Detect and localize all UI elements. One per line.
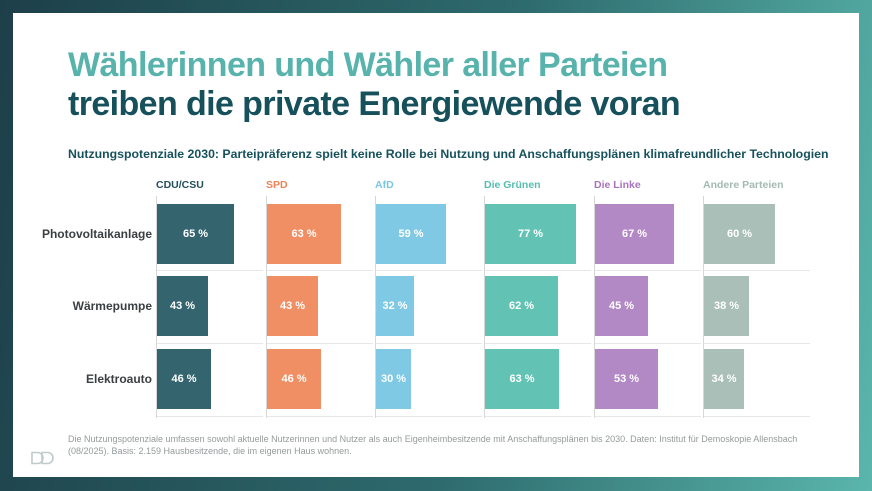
- bar-die-gr-nen-1: 77 %: [485, 204, 576, 264]
- row-label-1: Photovoltaikanlage: [41, 227, 152, 241]
- source-footnote: Die Nutzungspotenziale umfassen sowohl a…: [68, 434, 798, 456]
- bar-value-label: 62 %: [508, 300, 535, 312]
- row-separator: [704, 270, 810, 271]
- column-baseline: [375, 196, 376, 418]
- dd-logo: [29, 450, 56, 472]
- bar-andere-parteien-1: 60 %: [704, 204, 775, 264]
- row-separator: [595, 270, 701, 271]
- bar-die-linke-2: 45 %: [595, 276, 648, 336]
- dd-logo-icon: [31, 451, 54, 465]
- party-label-5: Die Linke: [594, 179, 641, 191]
- row-separator: [485, 270, 591, 271]
- row-separator: [267, 343, 373, 344]
- bar-value-label: 59 %: [398, 228, 424, 240]
- row-separator: [485, 416, 591, 417]
- bar-afd-1: 59 %: [376, 204, 446, 264]
- page-title-line2: treiben die private Energiewende voran: [68, 85, 681, 123]
- bar-value-label: 63 %: [291, 228, 317, 240]
- bar-die-gr-nen-2: 62 %: [485, 276, 558, 336]
- bar-value-label: 30 %: [380, 373, 407, 385]
- page-title: Wählerinnen und Wähler aller Parteien tr…: [68, 46, 681, 124]
- chart-subtitle: Nutzungspotenziale 2030: Parteipräferenz…: [68, 147, 829, 161]
- bar-value-label: 32 %: [382, 300, 408, 312]
- bar-spd-3: 46 %: [267, 349, 321, 409]
- party-label-6: Andere Parteien: [703, 179, 784, 191]
- bar-cdu-csu-1: 65 %: [157, 204, 234, 264]
- bar-value-label: 43 %: [169, 300, 196, 312]
- bar-afd-2: 32 %: [376, 276, 414, 336]
- bar-value-label: 34 %: [711, 373, 737, 385]
- bar-value-label: 60 %: [726, 228, 753, 240]
- bar-value-label: 53 %: [613, 373, 640, 385]
- slide-content: Wählerinnen und Wähler aller Parteien tr…: [13, 13, 859, 477]
- row-separator: [157, 416, 263, 417]
- bar-value-label: 45 %: [608, 300, 635, 312]
- bar-afd-3: 30 %: [376, 349, 411, 409]
- bar-cdu-csu-2: 43 %: [157, 276, 208, 336]
- bar-value-label: 46 %: [171, 373, 197, 385]
- bar-cdu-csu-3: 46 %: [157, 349, 211, 409]
- page-title-line1: Wählerinnen und Wähler aller Parteien: [68, 46, 668, 84]
- row-separator: [376, 343, 482, 344]
- row-separator: [157, 343, 263, 344]
- row-separator: [157, 270, 263, 271]
- row-separator: [485, 343, 591, 344]
- column-baseline: [266, 196, 267, 418]
- bar-spd-1: 63 %: [267, 204, 341, 264]
- row-separator: [704, 416, 810, 417]
- row-separator: [595, 416, 701, 417]
- row-separator: [376, 416, 482, 417]
- grouped-bar-chart: Photovoltaikanlage Wärmepumpe Elektroauto C…: [13, 13, 859, 477]
- party-label-2: SPD: [266, 179, 288, 191]
- bar-andere-parteien-2: 38 %: [704, 276, 749, 336]
- row-label-3: Elektroauto: [85, 372, 152, 386]
- row-separator: [704, 343, 810, 344]
- bar-value-label: 67 %: [621, 228, 648, 240]
- bar-value-label: 65 %: [182, 228, 209, 240]
- party-label-1: CDU/CSU: [156, 179, 204, 191]
- party-label-4: Die Grünen: [484, 179, 541, 191]
- bar-die-linke-1: 67 %: [595, 204, 674, 264]
- bar-value-label: 43 %: [279, 300, 306, 312]
- row-separator: [267, 270, 373, 271]
- column-baseline: [484, 196, 485, 418]
- row-separator: [595, 343, 701, 344]
- column-baseline: [703, 196, 704, 418]
- row-separator: [267, 416, 373, 417]
- bar-value-label: 38 %: [713, 300, 740, 312]
- row-separator: [376, 270, 482, 271]
- party-label-3: AfD: [375, 179, 394, 191]
- bar-die-gr-nen-3: 63 %: [485, 349, 559, 409]
- bar-spd-2: 43 %: [267, 276, 318, 336]
- bar-die-linke-3: 53 %: [595, 349, 658, 409]
- bar-value-label: 77 %: [517, 228, 544, 240]
- column-baseline: [156, 196, 157, 418]
- bar-value-label: 63 %: [509, 373, 535, 385]
- bar-andere-parteien-3: 34 %: [704, 349, 744, 409]
- row-label-2: Wärmepumpe: [72, 299, 152, 313]
- bar-value-label: 46 %: [281, 373, 307, 385]
- column-baseline: [594, 196, 595, 418]
